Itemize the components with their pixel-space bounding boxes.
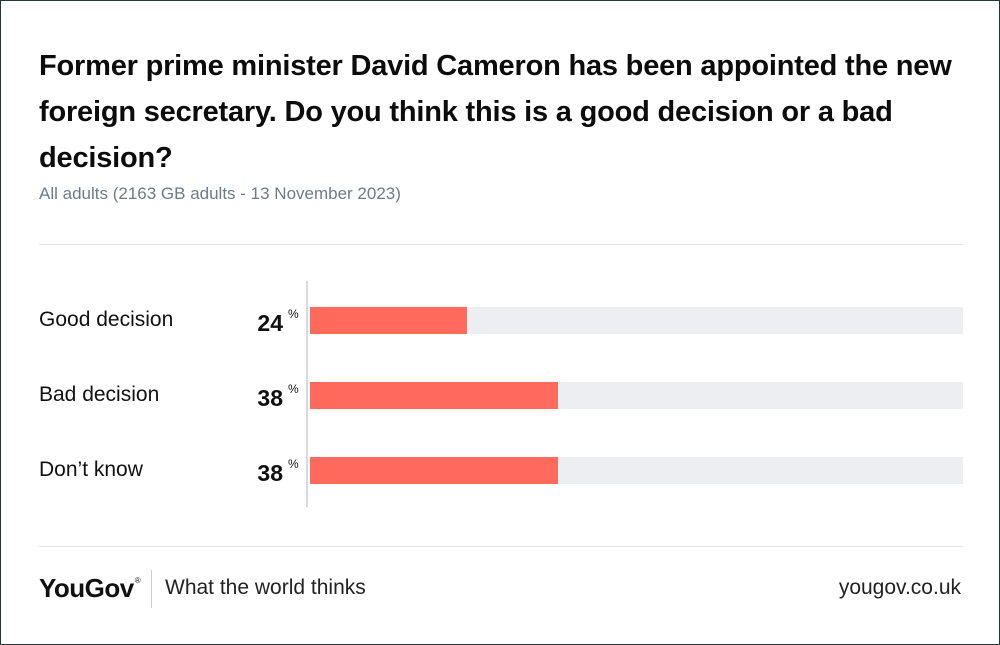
bar <box>310 382 559 409</box>
bar-track <box>310 382 963 409</box>
category-label: Bad decision <box>39 383 160 406</box>
bar <box>310 307 467 334</box>
bar <box>310 457 559 484</box>
percent-sign: % <box>288 382 299 396</box>
bar-track <box>310 457 963 484</box>
value-label: 38 <box>257 385 283 411</box>
chart-title: Former prime minister David Cameron has … <box>39 50 952 174</box>
category-label: Good decision <box>39 308 174 331</box>
bar-row: Don’t know 38% <box>1 456 1000 486</box>
logo-divider <box>151 570 152 608</box>
chart-axis-line <box>306 281 308 507</box>
bar-track <box>310 307 963 334</box>
bar-row: Bad decision 38% <box>1 381 1000 411</box>
website-link[interactable]: yougov.co.uk <box>838 576 961 599</box>
bar-row: Good decision 24% <box>1 306 1000 336</box>
percent-sign: % <box>288 307 299 321</box>
value-label: 24 <box>257 310 283 336</box>
category-label: Don’t know <box>39 458 143 481</box>
bar-chart: Good decision 24% Bad decision 38% Don’t kno… <box>1 281 1000 511</box>
value-label: 38 <box>257 460 283 486</box>
tagline: What the world thinks <box>165 576 366 599</box>
chart-subtitle: All adults (2163 GB adults - 13 November… <box>39 184 401 203</box>
percent-sign: % <box>288 457 299 471</box>
yougov-logo[interactable]: YouGov® <box>39 573 141 603</box>
footer-divider <box>39 546 963 547</box>
header-divider <box>39 244 963 245</box>
